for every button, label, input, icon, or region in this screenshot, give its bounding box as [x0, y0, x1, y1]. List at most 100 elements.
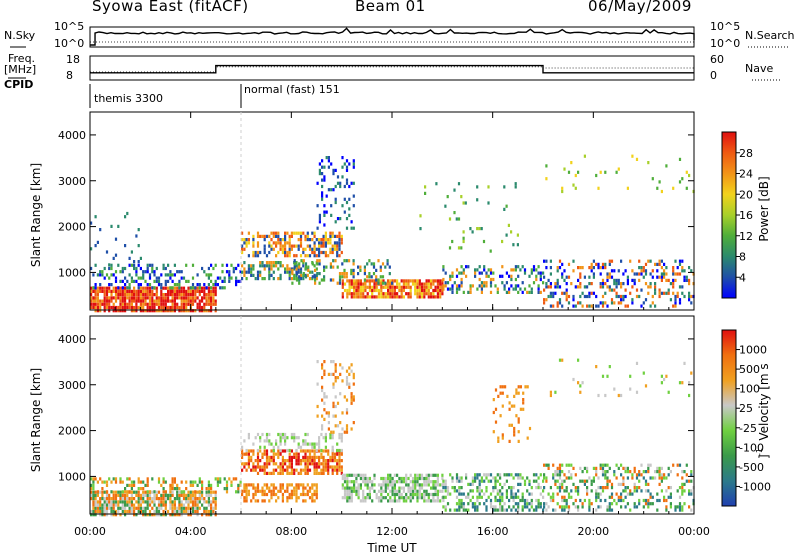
power-cell-320	[194, 309, 197, 313]
velocity-cell-1414	[487, 495, 490, 499]
power-cell-903	[321, 165, 324, 169]
velocity-cell-908	[297, 496, 300, 500]
velocity-cell-64	[110, 503, 113, 507]
velocity-cell-1076	[357, 492, 360, 497]
velocity-cell-1236	[418, 496, 421, 500]
power-cell-441	[139, 276, 142, 280]
velocity-cell-88	[119, 513, 122, 517]
power-cell-1401	[514, 287, 517, 291]
power-cell-48	[105, 302, 109, 306]
power-cell-1055	[380, 285, 383, 289]
power-cell-1460	[460, 195, 463, 199]
velocity-cell-1340	[458, 502, 461, 506]
power-cell-949	[345, 178, 349, 182]
power-cell-571	[114, 253, 118, 257]
velocity-cell-843	[254, 492, 257, 497]
velocity-cell-1126	[380, 496, 383, 500]
power-cell-1182	[439, 295, 442, 299]
power-cell-1222	[316, 259, 319, 263]
power-cell-420	[126, 286, 129, 290]
power-cell-1091	[396, 285, 399, 289]
power-cell-1123	[411, 279, 415, 283]
power-cell-790	[247, 267, 250, 271]
velocity-cell-762	[284, 442, 287, 446]
power-cell-1771	[681, 269, 684, 273]
velocity-cell-274	[185, 506, 188, 510]
power-cell-605	[252, 234, 255, 238]
velocity-cell-346	[210, 490, 213, 494]
velocity-cell-914	[302, 492, 305, 497]
power-cell-1657	[624, 304, 627, 308]
velocity-cell-1934	[690, 492, 693, 496]
velocity-cell-200	[157, 500, 161, 504]
velocity-cell-1209	[409, 492, 412, 497]
power-cell-1581	[590, 291, 593, 295]
power-cell-1294	[381, 281, 385, 285]
power-cell-82	[117, 293, 120, 297]
power-cell-1595	[597, 266, 600, 270]
velocity-cell-895	[290, 496, 293, 500]
velocity-cell-1721	[592, 476, 595, 480]
velocity-cell-1757	[606, 482, 609, 486]
velocity-cell-586	[288, 471, 291, 475]
velocity-cell-1165	[393, 496, 396, 500]
power-cell-588	[241, 238, 244, 242]
power-cell-1388	[503, 284, 506, 288]
velocity-cell-530	[263, 468, 266, 472]
velocity-cell-1824	[635, 505, 639, 509]
power-cell-413	[121, 286, 124, 290]
power-cell-318	[191, 289, 195, 293]
power-cell-467	[157, 283, 161, 287]
power-cell-827	[272, 264, 275, 268]
velocity-ytick-label-0: 1000	[58, 470, 86, 483]
power-cell-65	[110, 289, 113, 293]
velocity-cell-375	[105, 480, 109, 484]
velocity-cell-1479	[512, 498, 515, 503]
power-cell-126	[130, 296, 133, 300]
velocity-cell-1551	[492, 430, 495, 434]
velocity-cell-404	[142, 487, 145, 491]
velocity-cell-1081	[359, 499, 362, 503]
power-cell-1462	[462, 236, 465, 240]
velocity-cell-1853	[647, 470, 650, 474]
velocity-cell-286	[189, 513, 192, 517]
velocity-cell-1038	[343, 480, 347, 484]
power-cell-1422	[530, 290, 533, 294]
velocity-cell-1960	[617, 393, 620, 398]
power-cell-612	[256, 234, 260, 238]
power-cell-169	[144, 293, 147, 297]
power-cell-703	[306, 234, 309, 238]
power-cell-1735	[665, 291, 668, 295]
power-cell-939	[341, 165, 344, 169]
power-cell-1193	[291, 281, 294, 285]
power-cell-1345	[469, 287, 472, 291]
power-cell-777	[340, 241, 343, 245]
power-cell-1263	[352, 259, 355, 263]
power-cell-553	[235, 283, 238, 287]
power-cell-201	[155, 302, 158, 306]
velocity-cell-1498	[519, 482, 522, 486]
velocity-cell-1145	[387, 486, 390, 490]
power-cell-1054	[380, 288, 383, 293]
power-cell-1075	[389, 285, 392, 289]
power-cell-835	[279, 273, 282, 277]
power-cell-915	[327, 188, 330, 192]
power-cell-772	[338, 241, 341, 245]
power-cell-1680	[638, 272, 641, 276]
velocity-cell-748	[270, 442, 273, 446]
velocity-cell-606	[295, 455, 298, 459]
power-cell-1614	[604, 262, 607, 266]
velocity-cell-561	[277, 465, 280, 469]
power-cell-172	[146, 309, 149, 313]
velocity-cell-817	[340, 439, 343, 443]
velocity-cell-669	[320, 468, 323, 472]
velocity-cell-1848	[647, 505, 650, 509]
power-cell-1480	[505, 233, 508, 237]
velocity-cell-875	[275, 486, 278, 490]
velocity-cell-659	[315, 462, 318, 466]
velocity-cell-483	[239, 480, 242, 484]
velocity-cell-1005	[345, 411, 349, 415]
power-cell-1165	[430, 282, 433, 286]
power-cell-310	[189, 293, 192, 297]
velocity-cell-421	[164, 490, 167, 494]
